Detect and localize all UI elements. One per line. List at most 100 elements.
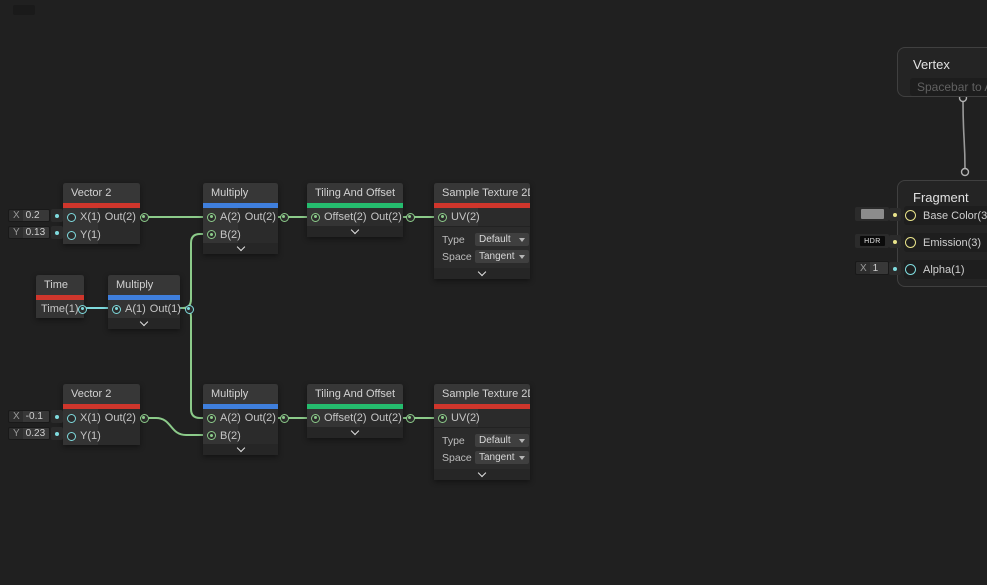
edge-vector2bot-multiplybot[interactable] [132, 417, 210, 436]
node-title: Multiply [203, 384, 278, 404]
port-uv-input[interactable] [438, 413, 447, 423]
node-collapse-button[interactable] [307, 426, 403, 438]
port-y-input[interactable] [67, 230, 76, 240]
port-label: Out(2) [104, 412, 136, 424]
node-collapse-button[interactable] [434, 267, 530, 279]
node-title: Multiply [108, 275, 180, 295]
dropdown-arrow-icon [519, 237, 525, 242]
port-x-input[interactable] [67, 212, 76, 222]
field-label: X [13, 210, 20, 221]
field-value[interactable]: 0.23 [22, 428, 49, 439]
port-base-color-input[interactable] [905, 210, 916, 221]
port-emission-input[interactable] [905, 237, 916, 248]
node-multiply-bot[interactable]: Multiply A(2) Out(2) B(2) [203, 384, 289, 455]
node-collapse-button[interactable] [203, 443, 278, 455]
base-color-swatch[interactable] [855, 207, 889, 221]
node-multiply-top[interactable]: Multiply A(2) Out(2) B(2) [203, 183, 289, 254]
fragment-row-base-color[interactable]: Base Color(3) [904, 206, 987, 225]
port-label: A(1) [125, 303, 146, 315]
node-collapse-button[interactable] [108, 317, 180, 329]
port-out-output[interactable] [139, 212, 149, 222]
node-category-bar [36, 295, 84, 300]
node-collapse-button[interactable] [434, 468, 530, 480]
port-uv-input[interactable] [438, 212, 447, 222]
node-category-bar [63, 404, 140, 409]
port-label: B(2) [220, 228, 241, 241]
port-label: B(2) [220, 429, 241, 442]
node-title: Tiling And Offset [307, 183, 403, 203]
space-dropdown[interactable]: Tangent [475, 250, 529, 263]
node-category-bar [434, 203, 530, 208]
node-title: Sample Texture 2D [434, 384, 530, 404]
space-dropdown[interactable]: Tangent [475, 451, 529, 464]
port-label: Out(2) [244, 211, 276, 223]
port-alpha-input[interactable] [905, 264, 916, 275]
vertex-block[interactable]: Vertex Spacebar to Add [897, 47, 987, 97]
port-label: Emission(3) [923, 236, 982, 249]
vertex-title: Vertex [913, 57, 950, 72]
vertex-add-placeholder[interactable]: Spacebar to Add [910, 78, 987, 96]
type-label: Type [442, 434, 465, 447]
port-offset-input[interactable] [311, 212, 320, 222]
type-dropdown[interactable]: Default [475, 434, 529, 447]
port-label: Alpha(1) [923, 263, 965, 276]
fragment-block[interactable]: Fragment Base Color(3) Emission(3) Alpha… [897, 180, 987, 287]
node-collapse-button[interactable] [203, 242, 278, 254]
port-out-output[interactable] [279, 212, 289, 222]
port-x-input[interactable] [67, 413, 76, 423]
port-label: A(2) [220, 412, 241, 424]
type-dropdown[interactable]: Default [475, 233, 529, 246]
field-value[interactable]: 1 [869, 262, 888, 274]
port-out-output[interactable] [139, 413, 149, 423]
field-value[interactable]: 0.2 [22, 210, 49, 221]
node-category-bar [108, 295, 180, 300]
port-label: Time(1) [41, 303, 79, 315]
vector-x-field[interactable]: X -0.1 [8, 410, 50, 423]
port-label: A(2) [220, 211, 241, 223]
node-title: Vector 2 [63, 183, 140, 203]
port-a-input[interactable] [207, 212, 216, 222]
fragment-row-alpha[interactable]: Alpha(1) [904, 260, 987, 279]
port-label: Base Color(3) [923, 209, 987, 222]
alpha-value-field[interactable]: X 1 [855, 261, 889, 275]
port-a-input[interactable] [207, 413, 216, 423]
port-out-output[interactable] [405, 212, 415, 222]
field-port-dot [889, 235, 901, 248]
port-a-input[interactable] [112, 304, 121, 314]
vector-y-field[interactable]: Y 0.13 [8, 226, 50, 239]
fragment-row-emission[interactable]: Emission(3) [904, 233, 987, 252]
port-out-output[interactable] [279, 413, 289, 423]
node-sample-texture-bot[interactable]: Sample Texture 2D UV(2) Type Default Spa… [434, 384, 530, 480]
space-value: Tangent [479, 251, 515, 262]
vector-y-field[interactable]: Y 0.23 [8, 427, 50, 440]
node-category-bar [307, 404, 403, 409]
node-tiling-offset-top[interactable]: Tiling And Offset Offset(2) Out(2) [307, 183, 415, 237]
port-label: Y(1) [80, 229, 101, 241]
port-b-input[interactable] [207, 431, 216, 440]
dropdown-arrow-icon [519, 254, 525, 259]
field-value[interactable]: 0.13 [22, 227, 49, 238]
field-value[interactable]: -0.1 [22, 411, 49, 422]
port-y-input[interactable] [67, 431, 76, 441]
node-vector2-bot[interactable]: Vector 2 X(1) Out(2) Y(1) [63, 384, 149, 445]
port-out-output[interactable] [184, 304, 194, 314]
node-vector2-top[interactable]: Vector 2 X(1) Out(2) Y(1) [63, 183, 149, 244]
emission-hdr-swatch[interactable]: HDR [855, 234, 889, 248]
node-time[interactable]: Time Time(1) [36, 275, 88, 318]
port-b-input[interactable] [207, 230, 216, 239]
type-value: Default [479, 435, 511, 446]
port-offset-input[interactable] [311, 413, 320, 423]
port-time-output[interactable] [78, 304, 88, 314]
node-collapse-button[interactable] [307, 225, 403, 237]
node-multiply-mid[interactable]: Multiply A(1) Out(1) [108, 275, 194, 329]
port-label: Offset(2) [324, 412, 367, 424]
port-label: Out(1) [149, 303, 181, 315]
vector-x-field[interactable]: X 0.2 [8, 209, 50, 222]
port-label: Y(1) [80, 430, 101, 442]
chevron-down-icon [139, 317, 149, 327]
dropdown-arrow-icon [519, 455, 525, 460]
node-tiling-offset-bot[interactable]: Tiling And Offset Offset(2) Out(2) [307, 384, 415, 438]
node-sample-texture-top[interactable]: Sample Texture 2D UV(2) Type Default Spa… [434, 183, 530, 279]
port-out-output[interactable] [405, 413, 415, 423]
color-swatch[interactable] [861, 209, 884, 219]
